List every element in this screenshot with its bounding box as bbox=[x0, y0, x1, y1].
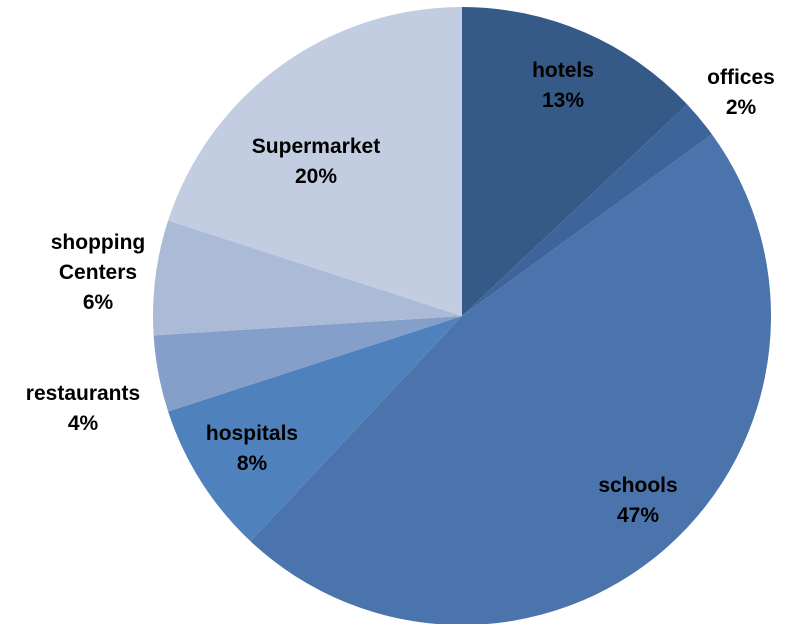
pie-slice-supermarket bbox=[168, 7, 462, 316]
pie-name-restaurants: restaurants bbox=[26, 382, 140, 405]
pie-name-schools: schools bbox=[598, 474, 677, 497]
pie-name-hotels: hotels bbox=[532, 59, 594, 82]
pie-percent-schools: 47% bbox=[617, 504, 659, 527]
pie-slice-hotels bbox=[462, 7, 688, 316]
pie-percent-restaurants: 4% bbox=[68, 412, 99, 435]
pie-label-shopping-centers: shopping Centers 6% bbox=[51, 231, 145, 314]
pie-percent-hospitals: 8% bbox=[237, 452, 268, 475]
pie-slice-schools bbox=[250, 134, 772, 626]
pie-label-offices: offices 2% bbox=[707, 66, 775, 119]
pie-percent-hotels: 13% bbox=[542, 89, 584, 112]
pie-percent-offices: 2% bbox=[726, 96, 757, 119]
pie-slices bbox=[152, 7, 772, 626]
pie-slice-restaurants bbox=[153, 316, 463, 412]
pie-name-shopping-centers: Centers bbox=[59, 261, 137, 284]
pie-slice-shopping-centers bbox=[152, 220, 462, 336]
pie-name-supermarket: Supermarket bbox=[252, 135, 380, 158]
pie-slice-hospitals bbox=[168, 316, 462, 542]
pie-labels: hotels 13% offices 2% schools 47% hospitals 8% r… bbox=[26, 59, 775, 527]
pie-name-offices: offices bbox=[707, 66, 775, 89]
pie-name-hospitals: hospitals bbox=[206, 422, 298, 445]
pie-label-restaurants: restaurants 4% bbox=[26, 382, 140, 435]
pie-label-schools: schools 47% bbox=[598, 474, 677, 527]
pie-label-supermarket: Supermarket 20% bbox=[252, 135, 380, 188]
pie-percent-shopping-centers: 6% bbox=[83, 291, 114, 314]
pie-label-hotels: hotels 13% bbox=[532, 59, 594, 112]
pie-percent-supermarket: 20% bbox=[295, 165, 337, 188]
pie-label-hospitals: hospitals 8% bbox=[206, 422, 298, 475]
pie-name-shopping-centers: shopping bbox=[51, 231, 145, 254]
pie-slice-offices bbox=[462, 104, 712, 316]
